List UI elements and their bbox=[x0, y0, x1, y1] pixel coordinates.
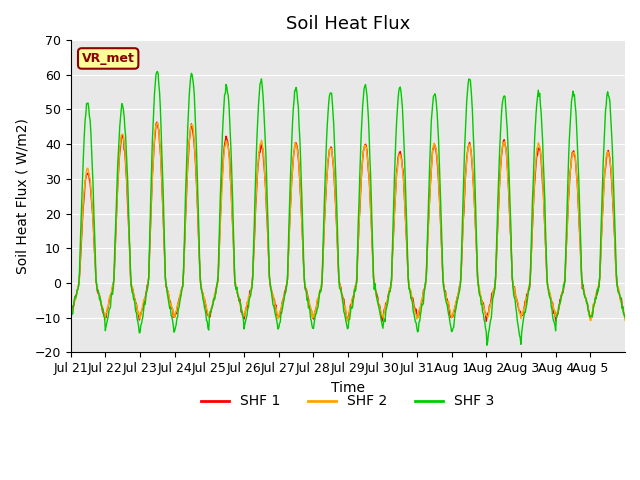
Title: Soil Heat Flux: Soil Heat Flux bbox=[285, 15, 410, 33]
SHF 3 bbox=[437, 200, 445, 206]
SHF 1 bbox=[483, 319, 490, 324]
Line: SHF 2: SHF 2 bbox=[70, 123, 625, 321]
SHF 3 bbox=[283, 282, 291, 288]
SHF 3 bbox=[262, 150, 269, 156]
SHF 3 bbox=[132, 309, 140, 314]
SHF 2 bbox=[262, 188, 269, 193]
SHF 1 bbox=[406, 286, 413, 292]
SHF 3 bbox=[154, 69, 161, 74]
Line: SHF 3: SHF 3 bbox=[70, 72, 625, 345]
SHF 3 bbox=[234, 294, 242, 300]
SHF 1 bbox=[437, 222, 445, 228]
SHF 2 bbox=[67, 316, 74, 322]
SHF 2 bbox=[283, 280, 291, 286]
SHF 2 bbox=[621, 317, 629, 323]
SHF 3 bbox=[621, 314, 629, 320]
SHF 2 bbox=[438, 239, 445, 245]
SHF 2 bbox=[406, 287, 414, 293]
SHF 1 bbox=[234, 294, 242, 300]
SHF 3 bbox=[483, 342, 491, 348]
SHF 2 bbox=[344, 318, 351, 324]
SHF 1 bbox=[67, 314, 74, 320]
SHF 1 bbox=[132, 300, 140, 305]
SHF 2 bbox=[154, 120, 161, 126]
SHF 2 bbox=[132, 301, 140, 307]
SHF 1 bbox=[283, 281, 291, 287]
SHF 3 bbox=[406, 287, 413, 292]
SHF 3 bbox=[67, 314, 74, 320]
Text: VR_met: VR_met bbox=[82, 52, 134, 65]
X-axis label: Time: Time bbox=[331, 381, 365, 395]
SHF 2 bbox=[234, 291, 242, 297]
SHF 1 bbox=[621, 312, 629, 317]
SHF 1 bbox=[262, 188, 269, 194]
Legend: SHF 1, SHF 2, SHF 3: SHF 1, SHF 2, SHF 3 bbox=[196, 389, 500, 414]
Line: SHF 1: SHF 1 bbox=[70, 122, 625, 322]
Y-axis label: Soil Heat Flux ( W/m2): Soil Heat Flux ( W/m2) bbox=[15, 118, 29, 274]
SHF 1 bbox=[154, 120, 161, 125]
